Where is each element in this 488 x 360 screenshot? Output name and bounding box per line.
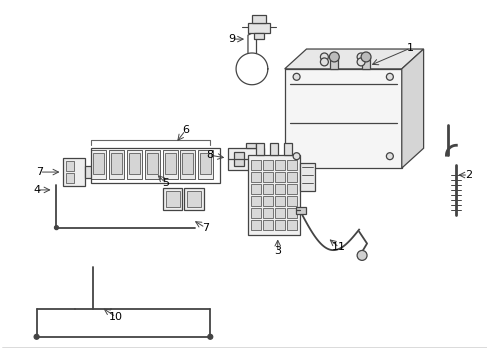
Bar	[93, 153, 104, 174]
Bar	[250, 208, 260, 218]
Bar	[146, 153, 157, 174]
Circle shape	[292, 73, 300, 80]
Bar	[247, 23, 269, 33]
Bar	[295, 207, 305, 214]
Text: 10: 10	[109, 312, 123, 322]
Bar	[250, 160, 260, 170]
Bar	[361, 57, 369, 69]
Circle shape	[386, 73, 392, 80]
Text: 5: 5	[162, 178, 169, 188]
Bar	[228, 148, 264, 170]
Bar	[269, 143, 277, 155]
Bar	[286, 184, 296, 194]
Bar	[263, 220, 272, 230]
Bar	[274, 208, 284, 218]
Bar	[234, 152, 244, 166]
Bar	[263, 196, 272, 206]
Text: 7: 7	[202, 222, 208, 233]
Bar	[286, 220, 296, 230]
Circle shape	[320, 58, 327, 66]
Bar	[253, 33, 264, 39]
Bar	[250, 220, 260, 230]
Circle shape	[34, 334, 39, 339]
Bar	[163, 188, 182, 210]
Bar	[263, 160, 272, 170]
Circle shape	[360, 52, 370, 62]
Bar	[66, 161, 74, 171]
Circle shape	[386, 153, 392, 159]
Circle shape	[207, 334, 212, 339]
Bar	[263, 208, 272, 218]
Bar	[274, 160, 284, 170]
Bar	[250, 184, 260, 194]
Circle shape	[356, 58, 365, 66]
Text: 1: 1	[407, 43, 413, 53]
Text: 4: 4	[33, 185, 40, 195]
Bar	[198, 150, 213, 179]
Bar	[274, 184, 284, 194]
Text: 3: 3	[274, 247, 281, 256]
Polygon shape	[284, 49, 423, 69]
Bar	[250, 172, 260, 182]
Text: 11: 11	[331, 243, 346, 252]
Bar	[330, 57, 338, 69]
Bar	[263, 172, 272, 182]
Bar	[91, 150, 106, 179]
Bar	[91, 148, 220, 183]
Circle shape	[328, 52, 339, 62]
Circle shape	[356, 251, 366, 260]
Bar	[163, 150, 177, 179]
Bar	[299, 163, 315, 191]
Bar	[250, 196, 260, 206]
Bar	[245, 143, 255, 148]
Bar	[66, 173, 74, 183]
Text: 7: 7	[36, 167, 43, 177]
Bar	[200, 153, 211, 174]
Bar	[263, 184, 272, 194]
Bar	[255, 143, 264, 155]
Bar	[286, 196, 296, 206]
Bar	[127, 150, 142, 179]
Bar	[283, 143, 291, 155]
Text: 6: 6	[182, 125, 188, 135]
Bar	[144, 150, 160, 179]
Bar	[286, 208, 296, 218]
Bar	[187, 191, 201, 207]
Bar	[164, 153, 175, 174]
Circle shape	[356, 53, 365, 61]
Bar	[251, 15, 265, 23]
Bar	[274, 196, 284, 206]
Bar	[63, 158, 85, 186]
Bar	[274, 220, 284, 230]
Text: 8: 8	[206, 150, 213, 160]
Bar	[284, 69, 401, 168]
Text: 2: 2	[464, 170, 471, 180]
Bar	[109, 150, 123, 179]
Bar	[182, 153, 193, 174]
Bar	[180, 150, 195, 179]
Bar	[111, 153, 122, 174]
Bar	[286, 172, 296, 182]
Bar	[85, 166, 93, 178]
Bar	[274, 172, 284, 182]
Circle shape	[292, 153, 300, 159]
Bar	[165, 191, 179, 207]
Bar	[286, 160, 296, 170]
Bar	[184, 188, 204, 210]
Polygon shape	[401, 49, 423, 168]
Bar	[129, 153, 140, 174]
Text: 9: 9	[228, 34, 235, 44]
Circle shape	[54, 226, 59, 230]
Bar	[247, 155, 299, 235]
Circle shape	[320, 53, 327, 61]
